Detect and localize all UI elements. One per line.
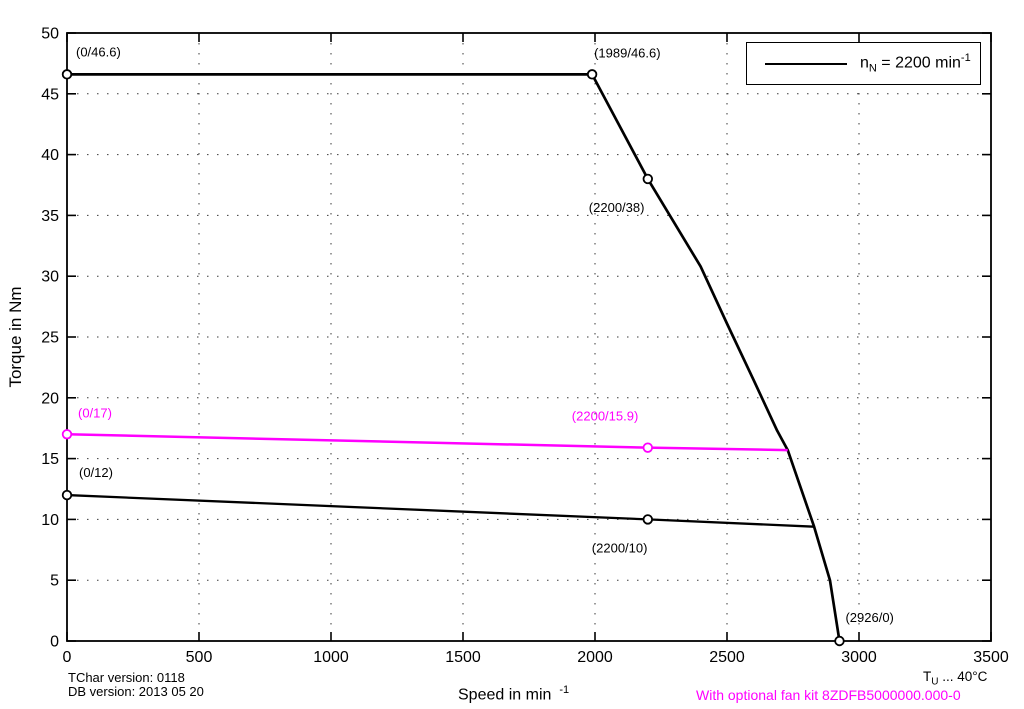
legend-label-symbol: n (860, 54, 869, 72)
ambient-subscript: U (931, 676, 939, 688)
x-tick-label: 3000 (841, 649, 877, 666)
y-tick-label: 30 (41, 269, 59, 286)
ambient-temperature-note: TU ... 40°C (923, 669, 987, 688)
y-tick-label: 45 (41, 86, 59, 103)
version-info: TChar version: 0118 DB version: 2013 05 … (68, 671, 204, 699)
x-tick-label: 500 (186, 649, 213, 666)
point-label: (2200/15.9) (572, 409, 639, 424)
point-label: (0/17) (78, 405, 112, 420)
tchar-version-text: TChar version: 0118 (68, 670, 185, 685)
legend-label-value: = 2200 min (876, 54, 961, 72)
series-thermal-limit-self-cooled (66, 493, 815, 528)
marker-max-torque-envelope (834, 635, 845, 647)
point-label: (1989/46.6) (594, 45, 661, 60)
y-tick-label: 0 (50, 634, 59, 651)
x-tick-label: 2000 (577, 649, 613, 666)
fan-kit-note: With optional fan kit 8ZDFB5000000.000-0 (696, 687, 961, 703)
y-tick-label: 15 (41, 451, 59, 468)
y-tick-label: 25 (41, 330, 59, 347)
marker-max-torque-envelope (642, 173, 654, 185)
x-axis-label-text: Speed in min (458, 686, 552, 704)
legend-label-exponent: -1 (960, 52, 971, 65)
marker-thermal-limit-fan-kit (61, 429, 73, 440)
point-label: (2200/38) (589, 200, 645, 215)
x-tick-label: 2500 (709, 649, 745, 666)
y-tick-label: 10 (41, 512, 59, 529)
y-tick-label: 5 (50, 573, 59, 590)
point-label: (0/12) (79, 465, 113, 480)
legend: nN = 2200 min-1 (746, 42, 981, 85)
x-tick-label: 1000 (313, 649, 349, 666)
point-label: (0/46.6) (76, 44, 121, 59)
db-version-text: DB version: 2013 05 20 (68, 684, 204, 699)
x-tick-label: 3500 (973, 649, 1009, 666)
x-axis-label-exponent: -1 (559, 684, 570, 696)
x-tick-label: 1500 (445, 649, 481, 666)
x-axis-label: Speed in min -1 (458, 684, 569, 704)
ambient-symbol: T (923, 669, 932, 684)
y-tick-label: 40 (41, 147, 59, 164)
legend-label: nN = 2200 min-1 (860, 52, 971, 75)
series-max-torque-envelope (67, 72, 841, 642)
ambient-value: ... 40°C (938, 669, 988, 684)
marker-thermal-limit-self-cooled (642, 514, 654, 525)
y-tick-label: 50 (41, 26, 59, 43)
legend-line-sample (765, 62, 847, 65)
plot-border (66, 32, 992, 642)
legend-label-subscript: N (868, 62, 877, 75)
marker-thermal-limit-fan-kit (642, 442, 654, 453)
marker-thermal-limit-self-cooled (61, 489, 73, 501)
x-tick-label: 0 (63, 649, 72, 666)
series-thermal-limit-fan-kit (66, 433, 788, 452)
y-tick-label: 20 (41, 390, 59, 407)
marker-max-torque-envelope (586, 69, 598, 80)
y-tick-label: 35 (41, 208, 59, 225)
point-label: (2200/10) (592, 540, 648, 555)
marker-max-torque-envelope (61, 69, 73, 80)
y-axis-label: Torque in Nm (6, 286, 25, 388)
point-label: (2926/0) (845, 610, 893, 625)
